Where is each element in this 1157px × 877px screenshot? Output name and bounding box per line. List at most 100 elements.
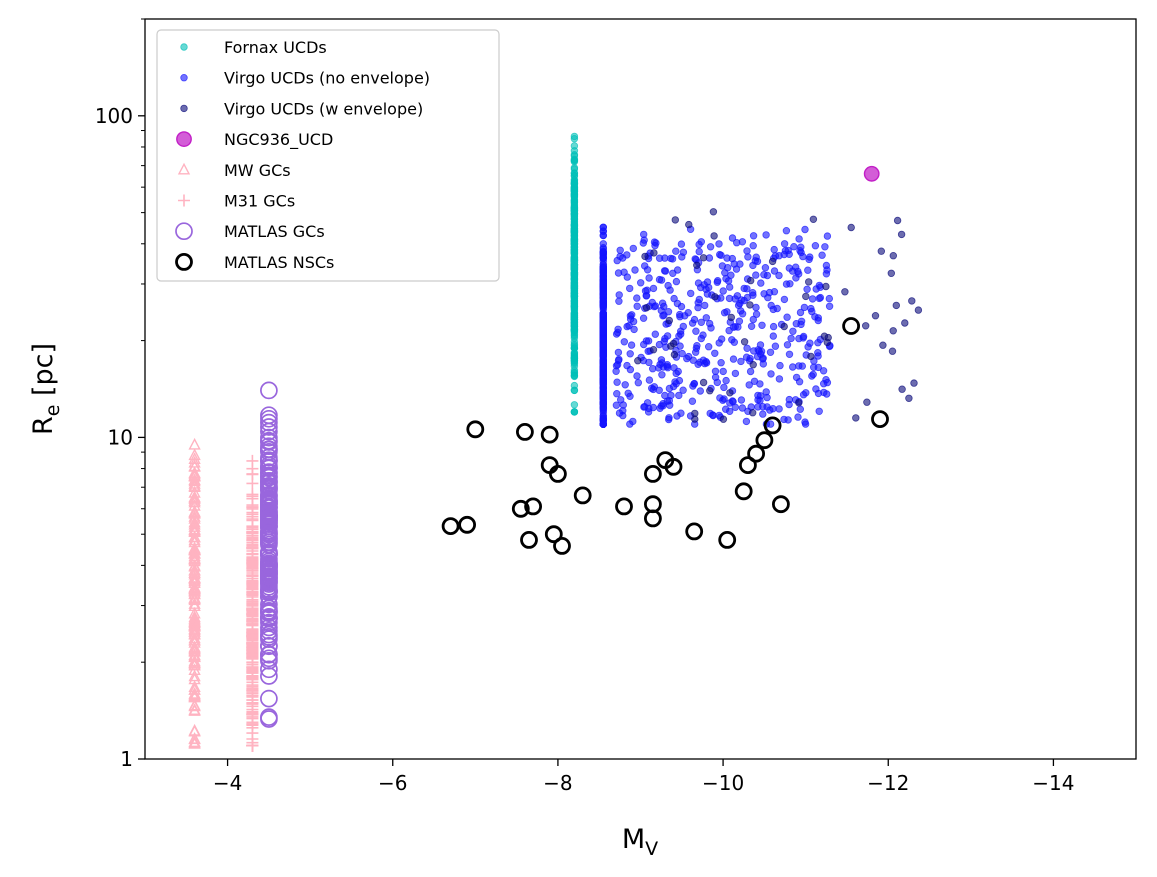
data-point <box>599 248 607 256</box>
data-point <box>677 330 685 338</box>
data-point <box>766 420 775 428</box>
data-point <box>804 343 812 351</box>
data-point <box>688 397 697 405</box>
data-point <box>825 294 833 303</box>
data-point <box>645 274 653 282</box>
data-point <box>726 389 734 397</box>
data-point <box>665 415 673 424</box>
data-point <box>809 215 818 223</box>
data-point <box>879 341 887 349</box>
data-point <box>795 235 803 243</box>
data-point <box>614 325 622 333</box>
data-point <box>520 531 538 549</box>
data-point <box>697 238 705 246</box>
data-point <box>246 631 259 644</box>
data-point <box>599 231 607 240</box>
data-point <box>752 271 760 279</box>
data-point <box>767 370 775 378</box>
data-point <box>715 339 723 347</box>
data-point <box>188 576 201 588</box>
data-point <box>188 687 201 700</box>
data-point <box>188 626 201 639</box>
data-point <box>780 240 789 248</box>
data-point <box>260 485 278 504</box>
legend-label: MATLAS NSCs <box>224 253 334 272</box>
data-point <box>570 200 579 209</box>
data-point <box>666 401 674 409</box>
data-point <box>802 292 810 301</box>
legend-marker <box>180 73 188 82</box>
data-point <box>667 342 675 350</box>
data-point <box>762 231 770 239</box>
data-point <box>749 241 757 250</box>
data-point <box>729 398 737 406</box>
data-point <box>246 477 259 490</box>
x-tick-label: −6 <box>378 771 407 795</box>
data-point <box>785 350 794 358</box>
data-point <box>752 303 760 312</box>
data-point <box>620 268 628 276</box>
data-point <box>823 378 832 387</box>
data-point <box>790 242 798 251</box>
data-point <box>260 459 278 477</box>
data-point <box>188 737 201 749</box>
data-point <box>599 254 607 263</box>
data-point <box>644 509 662 528</box>
data-point <box>644 337 653 345</box>
data-point <box>722 376 730 385</box>
data-point <box>759 410 767 418</box>
data-point <box>633 294 641 302</box>
data-point <box>905 394 913 402</box>
legend-marker <box>178 194 190 207</box>
data-point <box>812 385 820 393</box>
series-virgo-ucds-no-envelope- <box>599 223 607 428</box>
data-point <box>740 284 748 293</box>
data-point <box>805 278 813 286</box>
data-point <box>642 304 651 312</box>
data-point <box>626 420 634 428</box>
data-point <box>893 216 902 225</box>
data-point <box>260 595 278 614</box>
data-point <box>599 279 607 287</box>
data-point <box>613 390 621 398</box>
data-point <box>711 349 719 357</box>
legend-label: MATLAS GCs <box>224 222 325 241</box>
data-point <box>681 312 689 320</box>
data-point <box>246 541 259 554</box>
y-tick-label: 10 <box>108 425 133 449</box>
data-point <box>553 537 571 555</box>
data-point <box>694 303 702 312</box>
data-point <box>782 280 791 288</box>
data-point <box>697 318 705 326</box>
data-point <box>615 409 624 417</box>
data-point <box>619 401 627 409</box>
legend-label: Virgo UCDs (w envelope) <box>224 99 423 118</box>
legend-marker <box>175 252 193 271</box>
data-point <box>700 281 708 289</box>
data-point <box>801 420 810 428</box>
data-point <box>570 372 579 380</box>
data-point <box>808 295 817 303</box>
data-point <box>624 389 632 397</box>
data-point <box>738 404 747 412</box>
data-point <box>599 420 607 428</box>
data-point <box>649 385 657 394</box>
data-point <box>908 297 916 305</box>
series-ngc936-ucd <box>863 165 880 182</box>
data-point <box>260 517 278 536</box>
data-point <box>811 241 820 250</box>
data-point <box>841 288 849 296</box>
data-point <box>749 232 758 240</box>
data-point <box>644 464 662 483</box>
data-point <box>626 350 634 358</box>
data-point <box>719 287 727 295</box>
legend-marker <box>180 104 188 113</box>
data-point <box>246 490 259 503</box>
data-point <box>666 286 674 294</box>
legend-marker <box>180 43 188 51</box>
data-point <box>246 514 259 527</box>
data-point <box>749 409 757 417</box>
data-point <box>260 418 278 436</box>
data-point <box>570 386 579 395</box>
data-point <box>897 230 906 239</box>
